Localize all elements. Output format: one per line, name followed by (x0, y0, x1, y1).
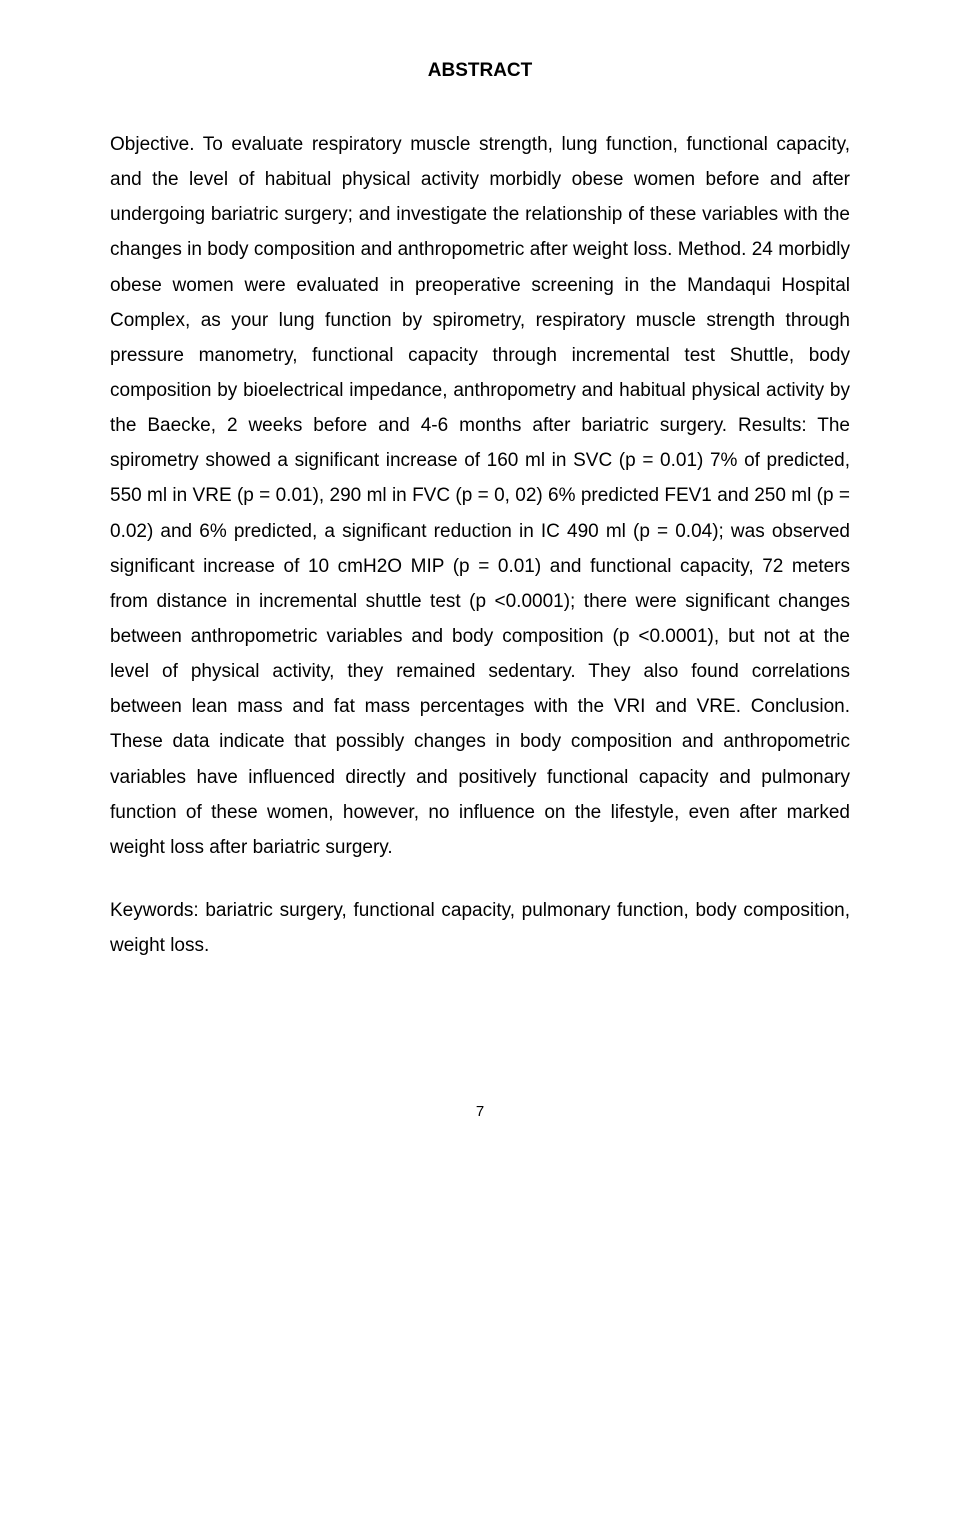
abstract-title: ABSTRACT (110, 60, 850, 82)
keywords-text: Keywords: bariatric surgery, functional … (110, 893, 850, 963)
abstract-body: Objective. To evaluate respiratory muscl… (110, 127, 850, 865)
page-number: 7 (110, 1103, 850, 1120)
